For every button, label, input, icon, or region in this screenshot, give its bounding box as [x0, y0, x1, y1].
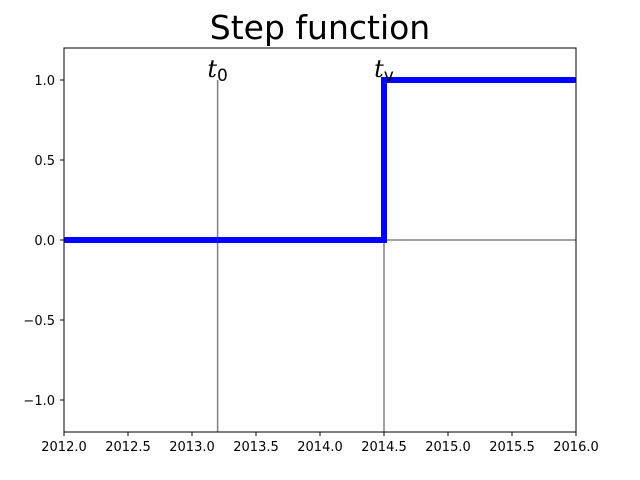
- x-tick-label: 2013.0: [169, 440, 215, 455]
- chart-title: Step function: [209, 8, 431, 47]
- y-tick-label: 0.5: [34, 154, 55, 169]
- y-tick-label: −1.0: [23, 394, 55, 409]
- annotation-base: t: [207, 55, 217, 83]
- x-tick-label: 2012.5: [105, 440, 151, 455]
- x-tick-label: 2015.5: [489, 440, 535, 455]
- series-line-0: [64, 77, 576, 243]
- annotation-subscript: v: [384, 66, 394, 86]
- y-tick-label: −0.5: [23, 314, 55, 329]
- x-tick-label: 2016.0: [553, 440, 599, 455]
- x-tick-label: 2014.0: [297, 440, 343, 455]
- annotation-subscript: 0: [217, 66, 228, 86]
- y-tick-label: 0.0: [34, 234, 55, 249]
- y-tick-label: 1.0: [34, 74, 55, 89]
- x-tick-label: 2012.0: [41, 440, 87, 455]
- vline-annotation-1: tv: [374, 55, 394, 86]
- vline-annotation-0: t0: [207, 55, 227, 86]
- x-tick-label: 2015.0: [425, 440, 471, 455]
- x-tick-label: 2013.5: [233, 440, 279, 455]
- x-tick-label: 2014.5: [361, 440, 407, 455]
- annotation-base: t: [374, 55, 384, 83]
